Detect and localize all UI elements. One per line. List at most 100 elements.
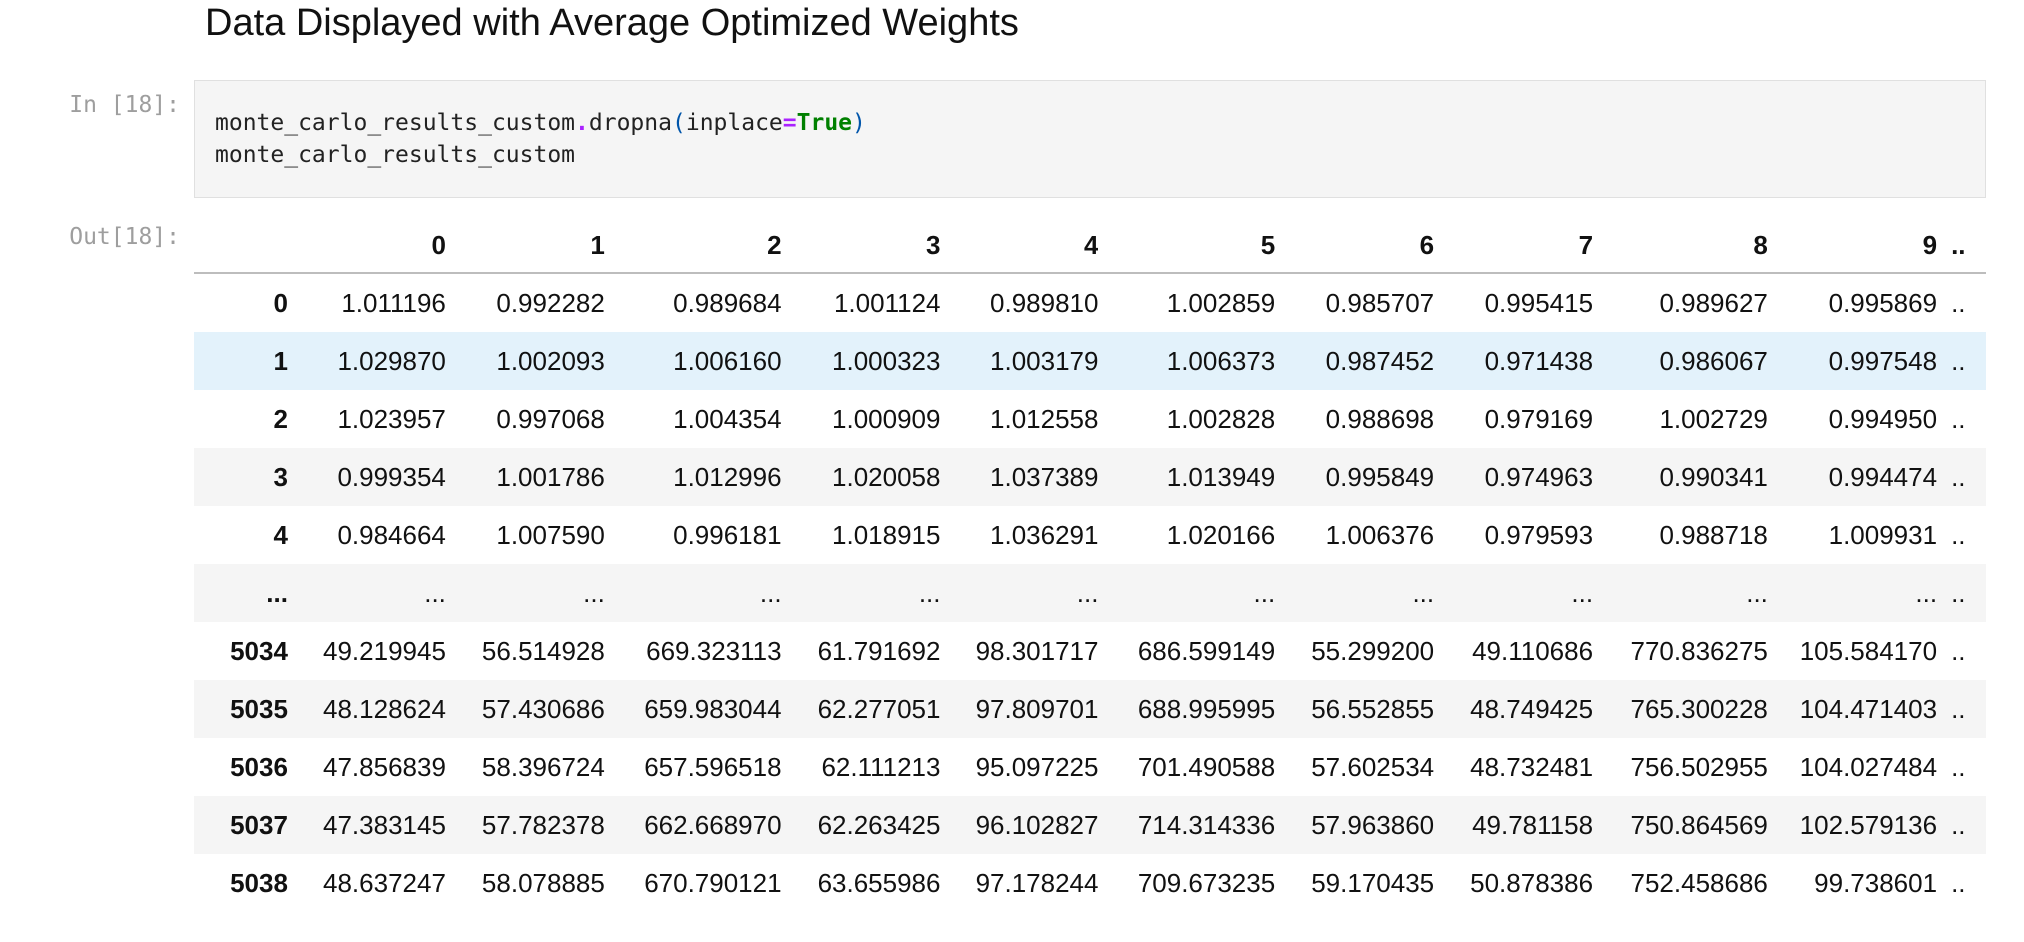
table-cell: ... — [583, 577, 605, 608]
table-cell: 57.782378 — [481, 809, 605, 840]
row-index: 0 — [273, 287, 288, 318]
truncated-cell: .. — [1951, 519, 1966, 550]
table-cell: 0.988698 — [1325, 403, 1435, 434]
table-row[interactable]: 5035 48.128624 57.430686 659.983044 62.27705… — [194, 680, 1986, 738]
table-cell: 1.006373 — [1166, 345, 1276, 376]
table-cell: 1.002093 — [496, 345, 605, 376]
table-cell: 97.809701 — [975, 693, 1099, 724]
table-cell: 48.732481 — [1470, 751, 1594, 782]
table-cell: 765.300228 — [1630, 693, 1768, 724]
table-cell: 0.994474 — [1828, 461, 1938, 492]
table-cell: 1.000909 — [832, 403, 941, 434]
row-index: 5038 — [230, 867, 288, 898]
row-index: 3 — [273, 461, 288, 492]
table-cell: 0.987452 — [1325, 345, 1435, 376]
truncated-cell: .. — [1951, 809, 1966, 840]
column-header: 0 — [287, 218, 446, 274]
table-cell: 669.323113 — [646, 635, 782, 666]
table-header-row: 0 1 2 3 4 5 6 7 8 9.. — [194, 218, 1986, 274]
table-cell: 96.102827 — [975, 809, 1099, 840]
table-row[interactable]: 3 0.999354 1.001786 1.012996 1.020058 1.03738… — [194, 448, 1986, 506]
table-cell: 1.002828 — [1166, 403, 1276, 434]
table-cell: 0.988718 — [1659, 519, 1768, 550]
table-cell: 49.219945 — [323, 635, 446, 666]
table-cell: 1.036291 — [990, 519, 1099, 550]
column-header: 5 — [1098, 218, 1276, 274]
table-cell: 0.979593 — [1484, 519, 1594, 550]
table-cell: 0.974963 — [1484, 461, 1594, 492]
table-cell: 0.990341 — [1659, 461, 1768, 492]
table-cell: 1.006160 — [673, 345, 782, 376]
table-row[interactable]: 5037 47.383145 57.782378 662.668970 62.26342… — [194, 796, 1986, 854]
truncated-cell: .. — [1951, 287, 1966, 318]
index-header — [194, 218, 288, 274]
table-cell: ... — [1571, 577, 1594, 608]
table-row[interactable]: ................................... — [194, 564, 1986, 622]
table-cell: 56.514928 — [481, 635, 605, 666]
truncated-cell: .. — [1951, 345, 1966, 376]
table-cell: 0.999354 — [337, 461, 446, 492]
row-index: 5037 — [230, 809, 288, 840]
code-operator: . — [575, 110, 589, 136]
table-cell: 1.013949 — [1166, 461, 1276, 492]
table-cell: 688.995995 — [1137, 693, 1276, 724]
table-cell: 756.502955 — [1630, 751, 1768, 782]
table-cell: 1.006376 — [1325, 519, 1435, 550]
row-index: 4 — [273, 519, 288, 550]
table-cell: 1.003179 — [990, 345, 1099, 376]
table-cell: 662.668970 — [644, 809, 782, 840]
table-cell: 0.995415 — [1484, 287, 1594, 318]
table-cell: 0.989684 — [673, 287, 782, 318]
row-index: ... — [266, 577, 288, 608]
column-header: 7 — [1434, 218, 1594, 274]
column-header: 4 — [940, 218, 1099, 274]
table-row[interactable]: 1 1.029870 1.002093 1.006160 1.000323 1.00317… — [194, 332, 1986, 390]
table-cell: 97.178244 — [975, 867, 1099, 898]
table-cell: 1.020166 — [1166, 519, 1276, 550]
table-cell: 58.078885 — [481, 867, 605, 898]
table-cell: 1.012558 — [990, 403, 1099, 434]
table-cell: 750.864569 — [1630, 809, 1768, 840]
code-editor[interactable]: monte_carlo_results_custom.dropna(inplac… — [215, 107, 866, 171]
table-row[interactable]: 5034 49.219945 56.514928 669.323113 61.79169… — [194, 622, 1986, 680]
table-row[interactable]: 5036 47.856839 58.396724 657.596518 62.11121… — [194, 738, 1986, 796]
table-cell: ... — [1253, 577, 1276, 608]
table-cell: 62.277051 — [817, 693, 941, 724]
code-argument: inplace — [685, 110, 783, 136]
table-cell: 56.552855 — [1311, 693, 1435, 724]
table-row[interactable]: 2 1.023957 0.997068 1.004354 1.000909 1.01255… — [194, 390, 1986, 448]
table-cell: 0.989627 — [1659, 287, 1768, 318]
table-row[interactable]: 0 1.011196 0.992282 0.989684 1.001124 0.98981… — [194, 273, 1986, 332]
table-cell: 98.301717 — [975, 635, 1099, 666]
table-cell: 657.596518 — [644, 751, 782, 782]
column-header-truncated: .. — [1937, 218, 1986, 274]
table-cell: 49.110686 — [1472, 635, 1594, 666]
table-cell: 48.637247 — [323, 867, 446, 898]
code-cell[interactable]: monte_carlo_results_custom.dropna(inplac… — [194, 80, 1986, 198]
table-cell: 102.579136 — [1799, 809, 1938, 840]
column-header: 9 — [1767, 218, 1938, 274]
output-prompt: Out[18]: — [69, 224, 180, 250]
table-cell: 0.995849 — [1325, 461, 1435, 492]
truncated-cell: .. — [1951, 403, 1966, 434]
table-cell: ... — [759, 577, 782, 608]
input-prompt: In [18]: — [69, 92, 180, 118]
table-cell: 47.856839 — [323, 751, 446, 782]
table-cell: 1.002859 — [1166, 287, 1276, 318]
table-cell: 0.989810 — [990, 287, 1099, 318]
code-line-2: monte_carlo_results_custom — [215, 142, 576, 168]
table-cell: ... — [424, 577, 446, 608]
table-row[interactable]: 4 0.984664 1.007590 0.996181 1.018915 1.03629… — [194, 506, 1986, 564]
table-cell: 49.781158 — [1472, 809, 1594, 840]
table-cell: ... — [918, 577, 941, 608]
column-header: 2 — [604, 218, 782, 274]
table-cell: 1.007590 — [496, 519, 605, 550]
table-cell: 1.018915 — [832, 519, 941, 550]
code-identifier: monte_carlo_results_custom — [215, 110, 576, 136]
output-area[interactable]: 0 1 2 3 4 5 6 7 8 9.. 0 1.011196 0.992282 0.989684 1.… — [194, 218, 1986, 908]
truncated-cell: .. — [1951, 635, 1966, 666]
row-index: 5034 — [230, 635, 288, 666]
table-row[interactable]: 5038 48.637247 58.078885 670.790121 63.65598… — [194, 854, 1986, 908]
code-keyword: True — [796, 110, 853, 136]
table-cell: 47.383145 — [323, 809, 446, 840]
